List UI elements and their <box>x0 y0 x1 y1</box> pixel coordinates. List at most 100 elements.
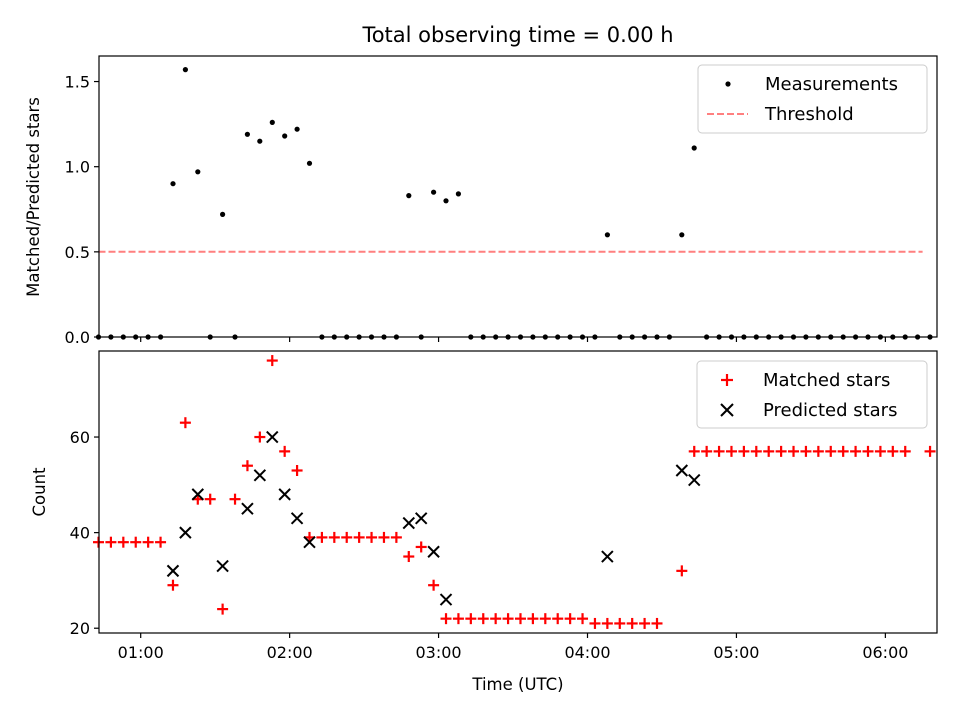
bottom-plot-marks <box>93 355 936 629</box>
matched-star-marker <box>825 445 837 457</box>
matched-star-marker <box>552 613 564 625</box>
cross-b <box>191 488 204 501</box>
matched-star-marker <box>788 445 800 457</box>
top-y-axis-label: Matched/Predicted stars <box>24 97 43 297</box>
legend-measurements-marker <box>725 81 731 87</box>
matched-star-marker <box>527 613 539 625</box>
top-panel: 0.0 0.5 1.0 1.5 Matched/Predicted stars Mea… <box>24 55 938 347</box>
measurement-point <box>691 145 697 151</box>
cross-b <box>216 559 229 573</box>
matched-star-marker <box>589 617 601 629</box>
matched-star-marker <box>167 579 179 591</box>
matched-star-marker <box>514 613 526 625</box>
matched-star-marker <box>626 617 638 629</box>
predicted-star-marker <box>402 516 415 530</box>
x-tick-label: 03:00 <box>416 643 462 662</box>
bottom-y-axis-label: Count <box>30 467 49 517</box>
matched-star-marker <box>862 445 874 457</box>
predicted-star-marker <box>241 502 254 515</box>
measurement-point <box>195 169 201 175</box>
predicted-star-marker <box>216 559 229 573</box>
cross-b <box>402 516 415 530</box>
predicted-star-marker <box>278 488 291 501</box>
cross-b <box>427 545 440 558</box>
bottom-legend-box <box>696 360 928 429</box>
bottom-y-ticks: 20 40 60 <box>70 428 99 638</box>
bottom-legend: Matched stars Predicted stars <box>696 360 928 429</box>
predicted-star-marker <box>266 430 279 444</box>
cross-b <box>278 488 291 501</box>
measurement-point <box>269 119 275 125</box>
top-y-tick-label: 0.5 <box>65 243 90 262</box>
cross-b <box>179 526 192 539</box>
bottom-series-0 <box>93 355 936 629</box>
matched-star-marker <box>415 541 427 553</box>
legend-matched-marker <box>721 374 733 386</box>
x-tick-label: 01:00 <box>118 643 164 662</box>
matched-star-marker <box>328 531 340 543</box>
measurement-point <box>182 67 188 73</box>
measurement-point <box>406 193 412 199</box>
predicted-star-marker <box>688 473 701 487</box>
top-legend: Measurements Threshold <box>697 64 928 134</box>
matched-star-marker <box>676 565 688 577</box>
cross-b <box>601 550 614 563</box>
top-y-tick-label: 1.0 <box>65 158 90 177</box>
measurement-point <box>294 126 300 132</box>
matched-star-marker <box>924 445 936 457</box>
top-x-ticks <box>140 337 886 342</box>
legend-matched-label: Matched stars <box>763 370 890 391</box>
matched-star-marker <box>179 417 191 429</box>
matched-star-marker <box>639 617 651 629</box>
measurement-point <box>306 160 313 166</box>
matched-star-marker <box>725 445 737 457</box>
top-plot-frame <box>98 55 938 338</box>
top-y-ticks: 0.0 0.5 1.0 1.5 <box>65 73 99 347</box>
cross-b <box>675 464 689 477</box>
matched-star-marker <box>713 445 725 457</box>
cross-b <box>290 512 304 525</box>
cross-b <box>439 593 453 606</box>
matched-star-marker <box>701 445 713 457</box>
matched-star-marker <box>105 536 117 548</box>
cross-b <box>166 564 180 578</box>
predicted-star-marker <box>166 564 180 578</box>
legend-measurements-label: Measurements <box>765 74 898 95</box>
matched-star-marker <box>775 445 787 457</box>
figure-title: Total observing time = 0.00 h <box>361 23 673 47</box>
bottom-y-tick-label: 40 <box>70 524 90 543</box>
predicted-star-marker <box>439 593 453 606</box>
predicted-star-marker <box>427 545 440 558</box>
predicted-star-marker <box>290 512 304 525</box>
cross-b <box>266 430 279 444</box>
matched-star-marker <box>266 355 278 367</box>
matched-star-marker <box>254 431 266 443</box>
matched-star-marker <box>316 531 328 543</box>
top-y-tick-label: 1.5 <box>65 73 90 92</box>
matched-star-marker <box>366 531 378 543</box>
x-tick-label: 05:00 <box>713 643 759 662</box>
bottom-panel: 20 40 60 01:00 02:00 03:00 04:00 05:00 06:00 Co… <box>30 350 938 694</box>
cross-b <box>303 535 316 549</box>
predicted-star-marker <box>253 469 267 482</box>
matched-star-marker <box>614 617 626 629</box>
measurement-point <box>443 198 449 204</box>
matched-star-marker <box>750 445 762 457</box>
x-tick-label: 06:00 <box>862 643 908 662</box>
x-tick-label: 04:00 <box>564 643 610 662</box>
matched-star-marker <box>403 551 415 563</box>
matched-star-marker <box>291 464 303 476</box>
matched-star-marker <box>452 613 464 625</box>
matched-star-marker <box>142 536 154 548</box>
matched-star-marker <box>204 493 216 505</box>
measurement-point <box>679 232 685 238</box>
matched-star-marker <box>229 493 241 505</box>
matched-star-marker <box>502 613 514 625</box>
matched-star-marker <box>577 613 589 625</box>
cross-b <box>688 473 701 487</box>
bottom-y-tick-label: 20 <box>70 619 90 638</box>
cross-b <box>253 469 267 482</box>
predicted-star-marker <box>675 464 689 477</box>
matched-star-marker <box>378 531 390 543</box>
